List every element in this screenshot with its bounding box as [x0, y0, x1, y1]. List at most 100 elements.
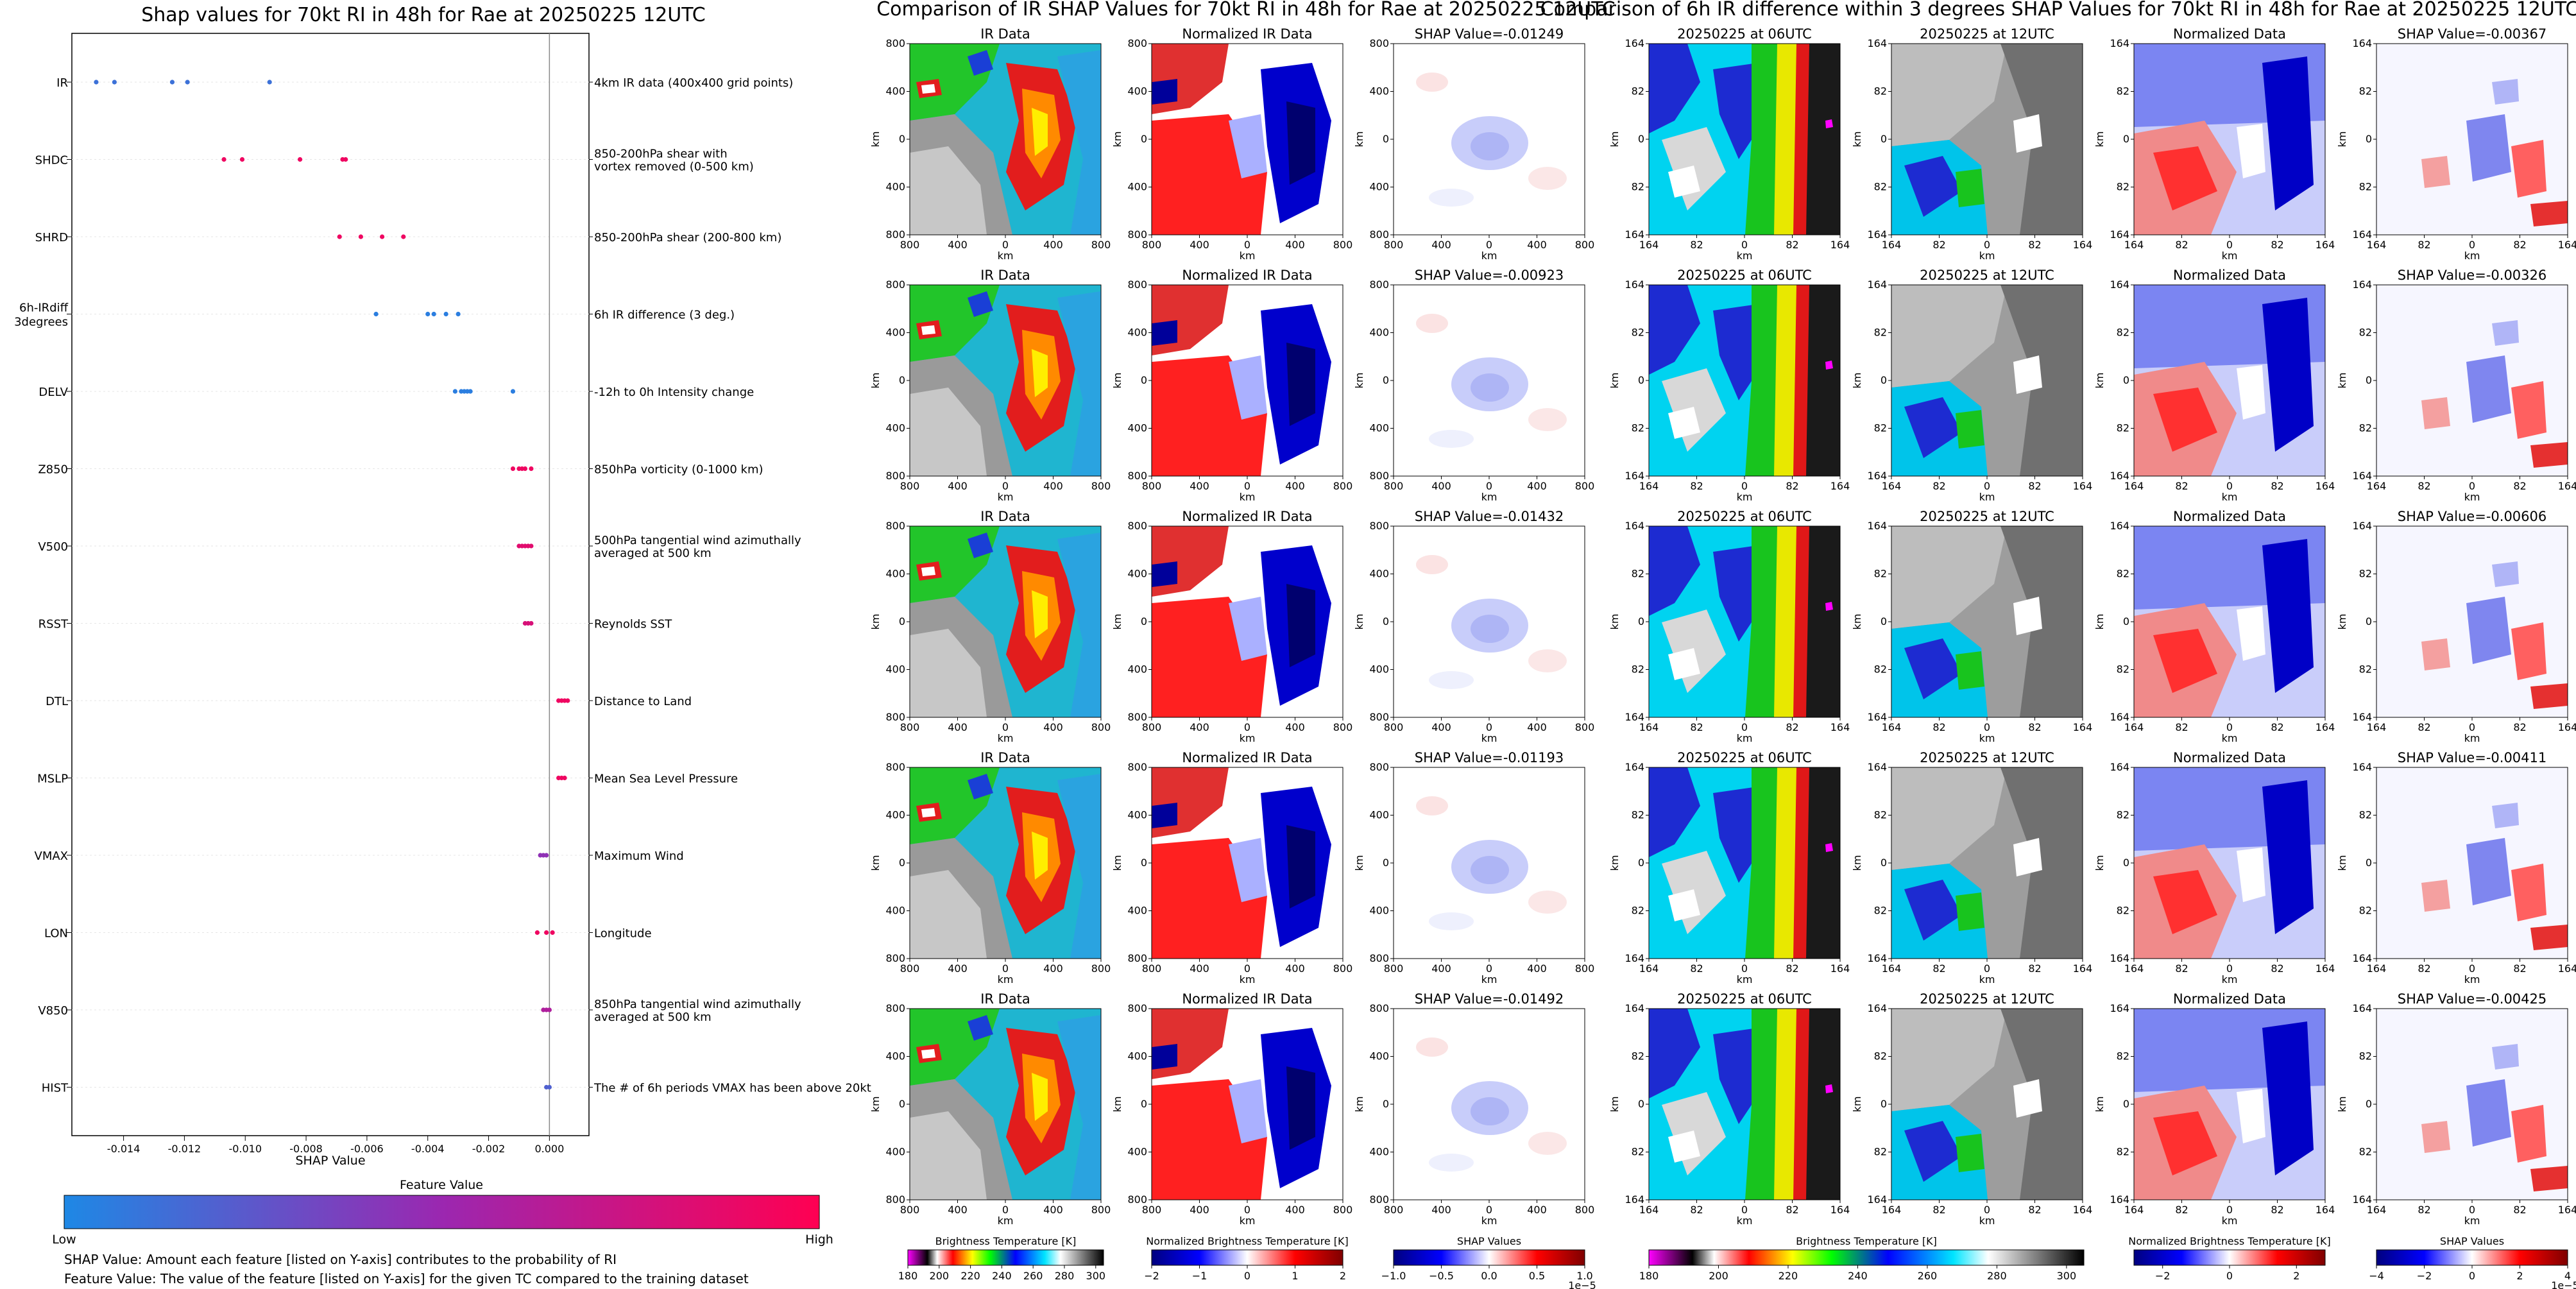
y-tick-label: 0 [2123, 374, 2129, 386]
panel-title: Normalized IR Data [1182, 509, 1312, 524]
panel-title: Normalized Data [2173, 750, 2286, 765]
x-tick-label: 164 [1639, 962, 1659, 975]
y-axis-label: km [869, 1097, 882, 1113]
x-axis-label: km [1737, 250, 1753, 262]
x-tick-label: 164 [1830, 721, 1850, 733]
y-tick-label: 164 [1867, 278, 1887, 291]
x-tick-label: 800 [1575, 962, 1595, 975]
colorbar-tick-label: 0.5 [1529, 1270, 1545, 1282]
shap-point [468, 389, 473, 394]
image-heatmap [1151, 43, 1343, 235]
y-tick-label: 82 [2359, 568, 2372, 580]
image-heatmap [2133, 284, 2326, 477]
colorbar-offset: 1e−5 [2551, 1279, 2576, 1289]
x-tick-label: 82 [1690, 480, 1703, 492]
feature-description: averaged at 500 km [594, 1011, 712, 1024]
shap-point [239, 157, 245, 162]
y-tick-label: 164 [2110, 952, 2129, 964]
colorbar-tick-label: −2 [1144, 1270, 1159, 1282]
feature-description: 500hPa tangential wind azimuthally [594, 534, 801, 547]
x-axis-label: km [1481, 973, 1497, 986]
x-axis-label: km [1979, 491, 1995, 503]
y-tick-label: 0 [1383, 1098, 1389, 1110]
y-tick-label: 82 [2117, 809, 2129, 821]
x-tick-label: 800 [1091, 962, 1111, 975]
y-tick-label: 164 [2352, 228, 2372, 241]
y-axis-label: km [1851, 373, 1863, 389]
x-tick-label: 0 [1741, 962, 1748, 975]
panel-title: SHAP Value=-0.00326 [2398, 268, 2547, 283]
x-axis-label: km [1240, 973, 1256, 986]
panel-title: Normalized IR Data [1182, 268, 1312, 283]
y-tick-label: 164 [1867, 228, 1887, 241]
feature-rows: IR 4km IR data (400x400 grid points) SHDC 8… [14, 76, 871, 1095]
x-axis-label: km [2222, 973, 2238, 986]
y-tick-label: 164 [2352, 952, 2372, 964]
x-tick-label: 82 [2513, 1204, 2526, 1216]
x-tick-label: 82 [2271, 239, 2283, 251]
feature-name: VMAX [35, 849, 69, 863]
panel-title: Normalized IR Data [1182, 26, 1312, 42]
panel-title: SHAP Value=-0.00411 [2398, 750, 2547, 765]
x-axis-label: km [1737, 732, 1753, 744]
colorbar-tick-label: 300 [2057, 1270, 2077, 1282]
y-tick-label: 164 [1867, 470, 1887, 482]
feature-description: averaged at 500 km [594, 547, 712, 560]
y-tick-label: 82 [2117, 1146, 2129, 1158]
x-tick-label: 164 [2073, 239, 2093, 251]
x-axis-label: km [2222, 491, 2238, 503]
colorbar-tick-label: −1.0 [1381, 1270, 1406, 1282]
y-tick-label: 164 [2352, 1002, 2372, 1014]
y-tick-label: 800 [1127, 520, 1147, 532]
x-tick-label: 0.000 [534, 1143, 564, 1155]
x-axis-label: km [1737, 1215, 1753, 1227]
y-tick-label: 800 [1127, 1002, 1147, 1014]
colorbar-gradient [2376, 1249, 2568, 1266]
x-tick-label: 800 [1384, 1204, 1404, 1216]
colorbar-label: SHAP Values [2440, 1235, 2504, 1247]
y-tick-label: 164 [1625, 711, 1644, 723]
x-tick-label: 0 [1486, 480, 1492, 492]
colorbar-tick-label: 1.0 [1576, 1270, 1592, 1282]
shap-point [112, 80, 117, 85]
x-tick-label: -0.012 [168, 1143, 201, 1155]
x-tick-label: 400 [1527, 721, 1547, 733]
x-tick-label: 0 [2226, 962, 2233, 975]
feature-row: RSST Reynolds SST [38, 618, 673, 631]
feature-row: DTL Distance to Land [46, 695, 692, 708]
x-tick-label: 164 [1882, 1204, 1902, 1216]
x-tick-label: 400 [1431, 1204, 1451, 1216]
y-tick-label: 800 [885, 1002, 905, 1014]
x-tick-label: 800 [1384, 480, 1404, 492]
x-tick-label: 82 [2513, 480, 2526, 492]
x-tick-label: 800 [1384, 962, 1404, 975]
image-heatmap [1393, 525, 1585, 718]
colorbar-tick-label: 0.0 [1481, 1270, 1497, 1282]
colorbar-tick-label: 200 [930, 1270, 950, 1282]
colorbar-tick-label: 220 [1778, 1270, 1798, 1282]
x-axis-label: km [998, 973, 1014, 986]
x-tick-label: 82 [2418, 480, 2430, 492]
x-tick-label: 0 [1984, 1204, 1990, 1216]
y-axis-label: km [1111, 614, 1123, 630]
colorbar-tick-label: 240 [992, 1270, 1012, 1282]
x-tick-label: 400 [1190, 721, 1209, 733]
x-tick-label: 800 [1142, 962, 1162, 975]
y-axis-label: km [1111, 855, 1123, 871]
shap-x-ticks: -0.014 -0.012 -0.010 -0.008 -0.006 -0.004 -0.0… [107, 1136, 564, 1155]
irdiff-colorbars: Brightness Temperature [K]180 200 220 240 26… [1639, 1235, 2576, 1289]
x-tick-label: 400 [1527, 480, 1547, 492]
x-axis-label: km [2464, 250, 2480, 262]
image-heatmap [2376, 43, 2568, 235]
